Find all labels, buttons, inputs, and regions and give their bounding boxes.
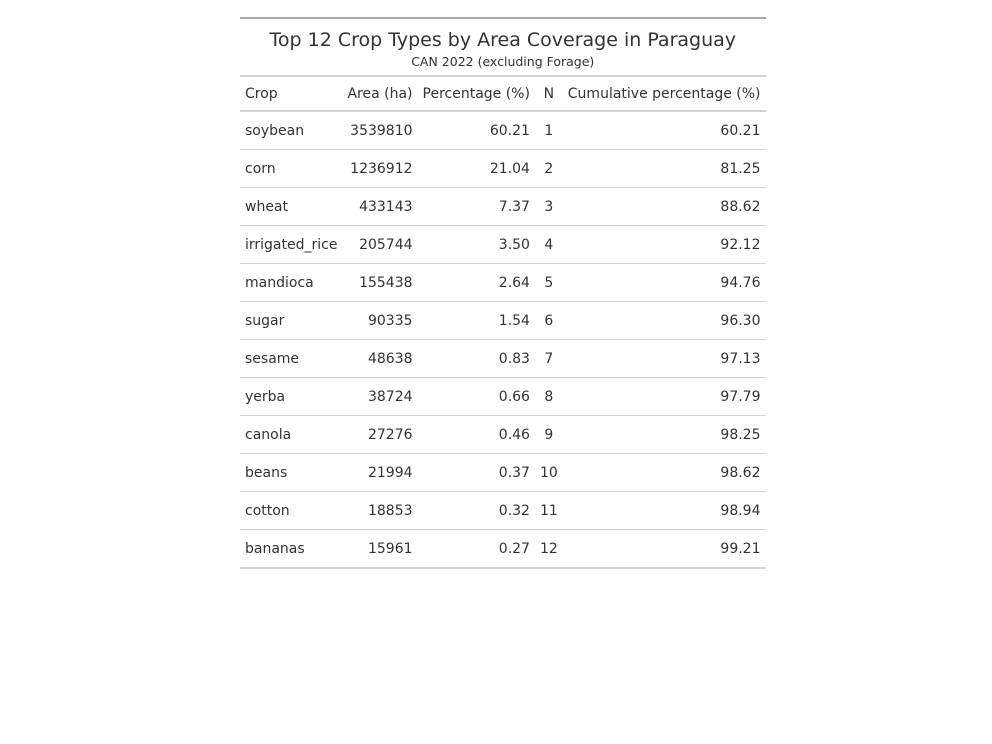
column-header-cumulative: Cumulative percentage (%) [562,76,766,112]
cell-percentage: 0.27 [417,529,535,568]
cell-area: 15961 [342,529,418,568]
cell-crop: sugar [240,301,343,340]
cell-cumulative: 94.76 [562,263,766,302]
table-row: sugar 90335 1.54 6 96.30 [240,301,766,340]
cell-crop: irrigated_rice [240,225,343,264]
cell-crop: yerba [240,377,343,416]
table-row: corn 1236912 21.04 2 81.25 [240,149,766,188]
table-row: cotton 18853 0.32 11 98.94 [240,491,766,530]
cell-area: 1236912 [342,149,418,188]
cell-percentage: 2.64 [417,263,535,302]
cell-crop: beans [240,453,343,492]
cell-cumulative: 81.25 [562,149,766,188]
table-row: soybean 3539810 60.21 1 60.21 [240,111,766,150]
table-row: bananas 15961 0.27 12 99.21 [240,529,766,568]
cell-crop: bananas [240,529,343,568]
cell-crop: canola [240,415,343,454]
cell-percentage: 60.21 [489,122,530,139]
cell-n: 6 [534,301,563,340]
cell-n: 5 [534,263,563,302]
cell-area: 205744 [342,225,418,264]
table-row: yerba 38724 0.66 8 97.79 [240,377,766,416]
cell-n: 3 [534,187,563,226]
cell-cumulative: 88.62 [562,187,766,226]
cell-cumulative: 98.25 [562,415,766,454]
column-header-area: Area (ha) [342,76,418,112]
cell-n: 12 [534,529,563,568]
cell-n: 11 [534,491,563,530]
table-row: mandioca 155438 2.64 5 94.76 [240,263,766,302]
cell-cumulative: 99.21 [562,529,766,568]
cell-percentage: 1.54 [417,301,535,340]
cell-percentage: 21.04 [417,149,535,188]
cell-percentage: 0.37 [417,453,535,492]
cell-percentage: 0.32 [417,491,535,530]
table-row: beans 21994 0.37 10 98.62 [240,453,766,492]
cell-crop: mandioca [240,263,343,302]
table-row: wheat 433143 7.37 3 88.62 [240,187,766,226]
cell-percentage: 0.83 [417,339,535,378]
cell-cumulative: 97.13 [562,339,766,378]
cell-area: 3539810 [350,122,413,139]
cell-area: 18853 [342,491,418,530]
cell-cumulative: 98.62 [562,453,766,492]
crop-area-table: Top 12 Crop Types by Area Coverage in Pa… [240,17,766,569]
cell-cumulative: 98.94 [562,491,766,530]
cell-n: 10 [534,453,563,492]
cell-area: 48638 [342,339,418,378]
cell-percentage: 0.46 [417,415,535,454]
cell-percentage: 7.37 [417,187,535,226]
cell-percentage: 0.66 [417,377,535,416]
table-row: canola 27276 0.46 9 98.25 [240,415,766,454]
cell-n: 9 [534,415,563,454]
table-row: irrigated_rice 205744 3.50 4 92.12 [240,225,766,264]
cell-area: 90335 [342,301,418,340]
cell-n: 1 [544,122,554,139]
column-header-row: Crop Area (ha) Percentage (%) N Cumulati… [240,76,766,112]
table-title: Top 12 Crop Types by Area Coverage in Pa… [269,29,737,51]
cell-cumulative: 60.21 [720,122,761,139]
table-body: soybean 3539810 60.21 1 60.21 corn 1236912 21.0… [240,111,766,568]
cell-area: 21994 [342,453,418,492]
cell-area: 38724 [342,377,418,416]
cell-percentage: 3.50 [417,225,535,264]
cell-cumulative: 96.30 [562,301,766,340]
cell-area: 27276 [342,415,418,454]
column-header-percentage: Percentage (%) [417,76,535,112]
cell-n: 2 [534,149,563,188]
cell-crop: cotton [240,491,343,530]
table-subtitle: CAN 2022 (excluding Forage) [240,51,766,77]
cell-crop: soybean [245,122,305,139]
column-header-crop: Crop [240,76,343,112]
cell-crop: wheat [240,187,343,226]
cell-crop: corn [240,149,343,188]
cell-cumulative: 92.12 [562,225,766,264]
cell-crop: sesame [240,339,343,378]
cell-area: 433143 [342,187,418,226]
table-row: sesame 48638 0.83 7 97.13 [240,339,766,378]
cell-n: 7 [534,339,563,378]
cell-n: 8 [534,377,563,416]
cell-area: 155438 [342,263,418,302]
column-header-n: N [534,76,563,112]
cell-cumulative: 97.79 [562,377,766,416]
cell-n: 4 [534,225,563,264]
